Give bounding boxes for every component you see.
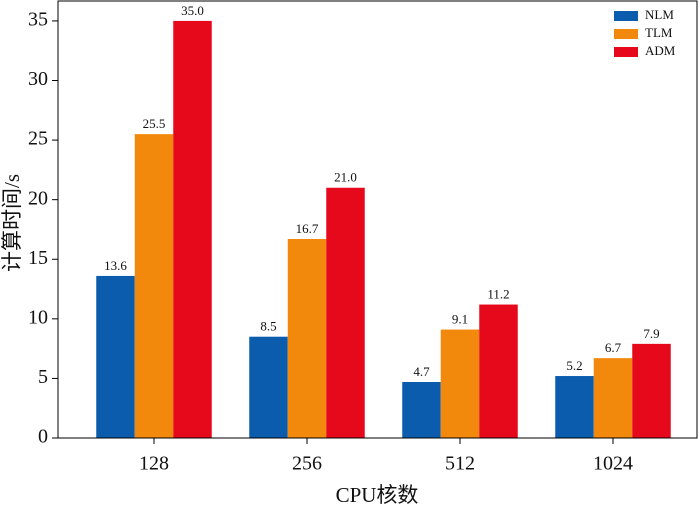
y-tick-label: 10 xyxy=(28,306,48,328)
plot-frame xyxy=(57,0,698,439)
value-label: 4.7 xyxy=(413,364,430,379)
legend-label: ADM xyxy=(645,43,676,58)
value-label: 11.2 xyxy=(487,287,509,302)
y-axis-label: 计算时间/s xyxy=(0,174,24,272)
legend-label: NLM xyxy=(645,7,674,22)
y-tick-label: 20 xyxy=(28,187,48,209)
x-tick-label: 1024 xyxy=(593,453,633,475)
value-label: 13.6 xyxy=(104,258,127,273)
value-label: 16.7 xyxy=(296,221,319,236)
y-tick-label: 0 xyxy=(38,426,48,448)
value-label: 8.5 xyxy=(260,319,276,334)
legend-label: TLM xyxy=(645,25,673,40)
value-label: 21.0 xyxy=(334,170,357,185)
y-tick-label: 25 xyxy=(28,128,48,150)
value-label: 5.2 xyxy=(566,358,582,373)
bar xyxy=(249,336,288,438)
y-tick-label: 5 xyxy=(38,366,48,388)
value-label: 9.1 xyxy=(452,312,468,327)
bar xyxy=(555,376,594,438)
bar xyxy=(402,381,441,438)
legend-swatch xyxy=(614,29,638,39)
bar xyxy=(287,238,327,438)
x-tick-label: 512 xyxy=(445,453,475,475)
bar xyxy=(440,329,480,438)
bar xyxy=(96,275,135,438)
x-axis-label: CPU核数 xyxy=(336,483,419,507)
bar xyxy=(134,134,174,438)
value-label: 6.7 xyxy=(605,340,622,355)
legend-swatch xyxy=(614,11,638,21)
bar xyxy=(632,343,671,438)
y-tick-label: 30 xyxy=(28,68,48,90)
y-tick-label: 15 xyxy=(28,247,48,269)
bar xyxy=(173,20,212,439)
x-tick-label: 256 xyxy=(292,453,322,475)
legend-swatch xyxy=(614,47,638,57)
y-tick-label: 35 xyxy=(28,9,48,31)
value-label: 35.0 xyxy=(181,3,204,18)
value-label: 7.9 xyxy=(643,326,659,341)
value-label: 25.5 xyxy=(143,116,166,131)
bar xyxy=(326,187,365,438)
bar xyxy=(593,358,633,438)
x-tick-label: 128 xyxy=(139,453,169,475)
bar xyxy=(479,304,518,438)
